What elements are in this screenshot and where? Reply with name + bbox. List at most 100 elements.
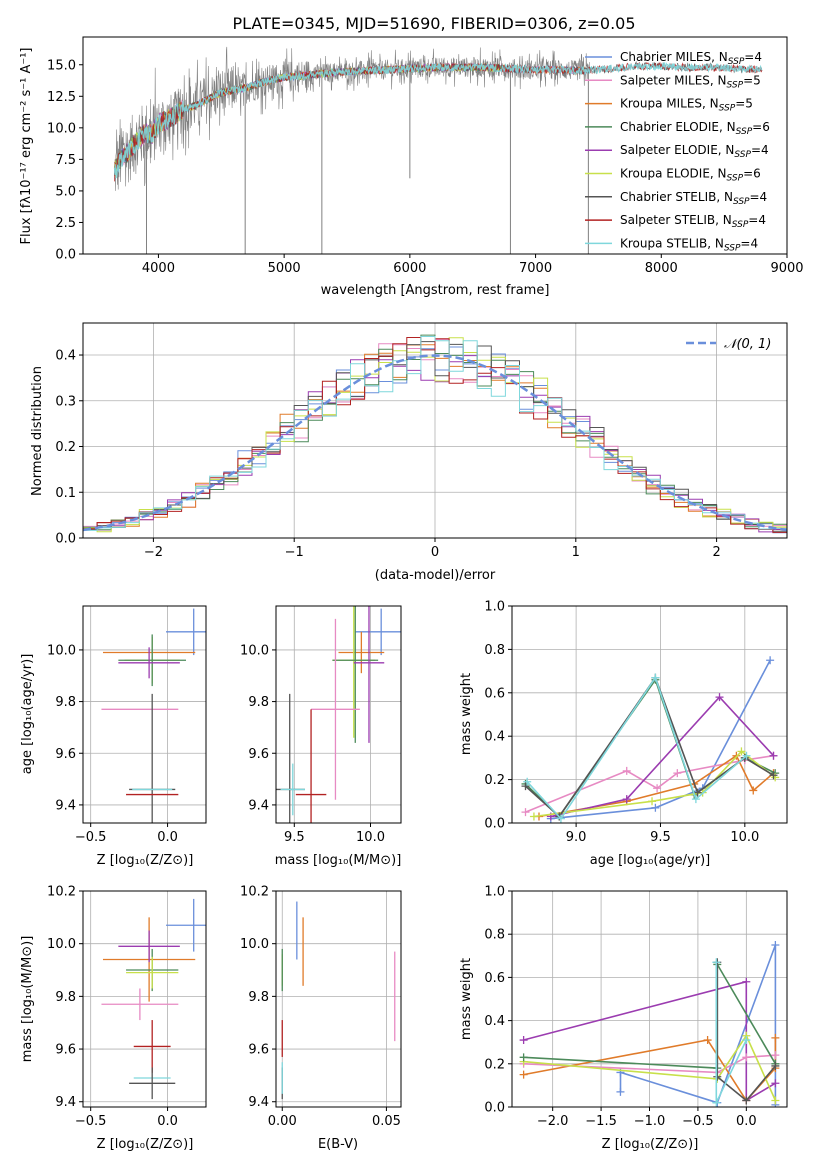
y-tick-label: 9.8 [55,695,76,710]
residual-histogram-7 [83,337,787,533]
x-tick-label: 5000 [268,261,301,276]
weight-vs-age-y-ticks: 0.0 0.2 0.4 0.6 0.8 1.0 [484,600,512,832]
age-vs-Z-y-ticks: 9.4 9.6 9.8 10.0 [47,643,83,813]
legend-label-end: =6 [752,120,770,134]
x-tick-label: 9.5 [650,830,671,845]
weight-marker [673,769,682,778]
mass-vs-ebv-x-ticks: 0.00 0.05 [268,1107,401,1129]
mass-vs-Z-y-label: mass [log₁₀(M/M⊙)] [20,936,35,1063]
spectrum-x-ticks: 4000 5000 6000 7000 8000 9000 [142,254,804,276]
x-tick-label: 7000 [519,261,552,276]
x-tick-label: 0.0 [736,1114,757,1129]
mass-vs-ebv-y-ticks: 9.4 9.6 9.8 10.0 10.2 [240,885,276,1110]
legend-label-sub: SSP [728,57,745,67]
legend-label-end: =6 [743,167,761,181]
mass-vs-Z-grid [83,890,206,1107]
age-vs-Z-y-label: age [log₁₀(age/yr)] [20,654,35,775]
normal-legend-label: 𝒩(0, 1) [724,337,771,352]
weight-marker [622,766,631,775]
y-tick-label: 9.4 [55,798,76,813]
weight-marker [691,795,700,804]
legend-label-sub: SSP [724,243,741,253]
age-vs-mass-y-ticks: 9.4 9.6 9.8 10.0 [240,643,276,813]
legend-label-sub: SSP [727,80,744,90]
weight-marker [742,751,751,760]
x-tick-label: −2.0 [537,1114,569,1129]
y-tick-label: 0.1 [55,486,76,501]
weight-marker [742,1096,751,1105]
legend-label-end: =5 [735,97,753,111]
weight-marker [771,1051,780,1060]
errorbar-point-4 [353,606,385,743]
legend-label-sub: SSP [719,104,736,114]
y-tick-label: 0.2 [484,1057,505,1072]
weight-vs-Z-y-ticks: 0.0 0.2 0.4 0.6 0.8 1.0 [484,885,512,1116]
legend-label-end: =4 [748,213,766,227]
y-tick-label: 0.3 [55,394,76,409]
weight-vs-Z-x-label: Z [log₁₀(Z/Z⊙)] [602,1137,699,1152]
errorbar-point-4 [126,956,179,989]
mass-vs-Z-plot-area [101,898,206,1100]
x-tick-label: −1.5 [585,1114,617,1129]
y-tick-label: 10.0 [240,937,269,952]
weight-vs-Z-plot-area [519,941,780,1107]
legend-label-main: Kroupa ELODIE, N [620,167,727,181]
y-tick-label: 0.8 [484,643,505,658]
weight-vs-Z-x-ticks: −2.0 −1.5 −1.0 −0.5 0.0 [537,1107,757,1129]
age-vs-mass-panel: 9.5 10.0 9.4 9.6 9.8 10.0 mass [log₁₀(M/M⊙)] [240,605,402,868]
y-tick-label: 15.0 [47,58,76,73]
x-tick-label: 9.0 [566,830,587,845]
weight-marker [715,693,724,702]
age-vs-Z-x-ticks: −0.5 0.0 [75,823,178,845]
weight-marker [713,1072,722,1081]
errorbar-point-0 [166,608,206,656]
x-tick-label: 2 [712,545,720,560]
y-tick-label: 9.4 [248,1095,269,1110]
weight-marker [766,656,775,665]
y-tick-label: 9.6 [55,1043,76,1058]
legend-label-end: =4 [750,190,768,204]
spectrum-frame [82,36,788,255]
x-tick-label: 8000 [645,261,678,276]
age-vs-Z-panel: −0.5 0.0 9.4 9.6 9.8 10.0 Z [log₁₀(Z/Z⊙)] ag… [20,605,207,868]
spectrum-title: PLATE=0345, MJD=51690, FIBERID=0306, z=0… [232,14,635,33]
errorbar-point-8 [295,709,327,823]
y-tick-label: 0.0 [55,248,76,263]
legend-label-main: Salpeter ELODIE, N [620,143,734,157]
mass-vs-ebv-plot-area [281,901,396,1100]
x-tick-label: 6000 [393,261,426,276]
spectrum-y-label: Flux [fλ10⁻¹⁷ erg cm⁻² s⁻¹ A⁻¹] [19,48,34,245]
mass-vs-Z-panel: −0.5 0.0 9.4 9.6 9.8 10.0 10.2 Z [log₁₀(Z/Z⊙)… [20,885,207,1152]
legend-label-end: =5 [743,73,761,87]
residuals-x-ticks: −2 −1 0 1 2 [144,538,721,560]
weight-marker [693,788,702,797]
x-tick-label: −0.5 [75,1114,107,1129]
weight-series-6 [716,962,777,1102]
mass-vs-Z-y-ticks: 9.4 9.6 9.8 10.0 10.2 [47,885,83,1110]
legend-label-main: Chabrier ELODIE, N [620,120,736,134]
errorbar-point-0 [355,608,401,656]
residual-histogram-8 [83,336,787,531]
x-tick-label: −1.0 [634,1114,666,1129]
weight-vs-age-frame [511,605,788,824]
weight-marker [653,784,662,793]
spectrum-x-label: wavelength [Angstrom, rest frame] [321,283,550,298]
errorbar-point-2 [118,930,180,963]
y-tick-label: 0.4 [484,730,505,745]
errorbar-point-5 [311,618,360,800]
spectrum-legend-label-3: Chabrier ELODIE, NSSP=6 [620,120,770,137]
legend-label-sub: SSP [727,174,744,184]
y-tick-label: 0.6 [484,971,505,986]
legend-label-end: =4 [740,236,758,250]
y-tick-label: 9.4 [55,1095,76,1110]
errorbar-point-4 [118,647,180,679]
y-tick-label: 10.2 [240,885,269,900]
legend-label-main: Kroupa MILES, N [620,97,719,111]
y-tick-label: 5.0 [55,184,76,199]
age-vs-Z-plot-area [101,608,206,823]
weight-marker [712,958,721,967]
y-tick-label: 0.0 [484,817,505,832]
y-tick-label: 0.0 [484,1101,505,1116]
